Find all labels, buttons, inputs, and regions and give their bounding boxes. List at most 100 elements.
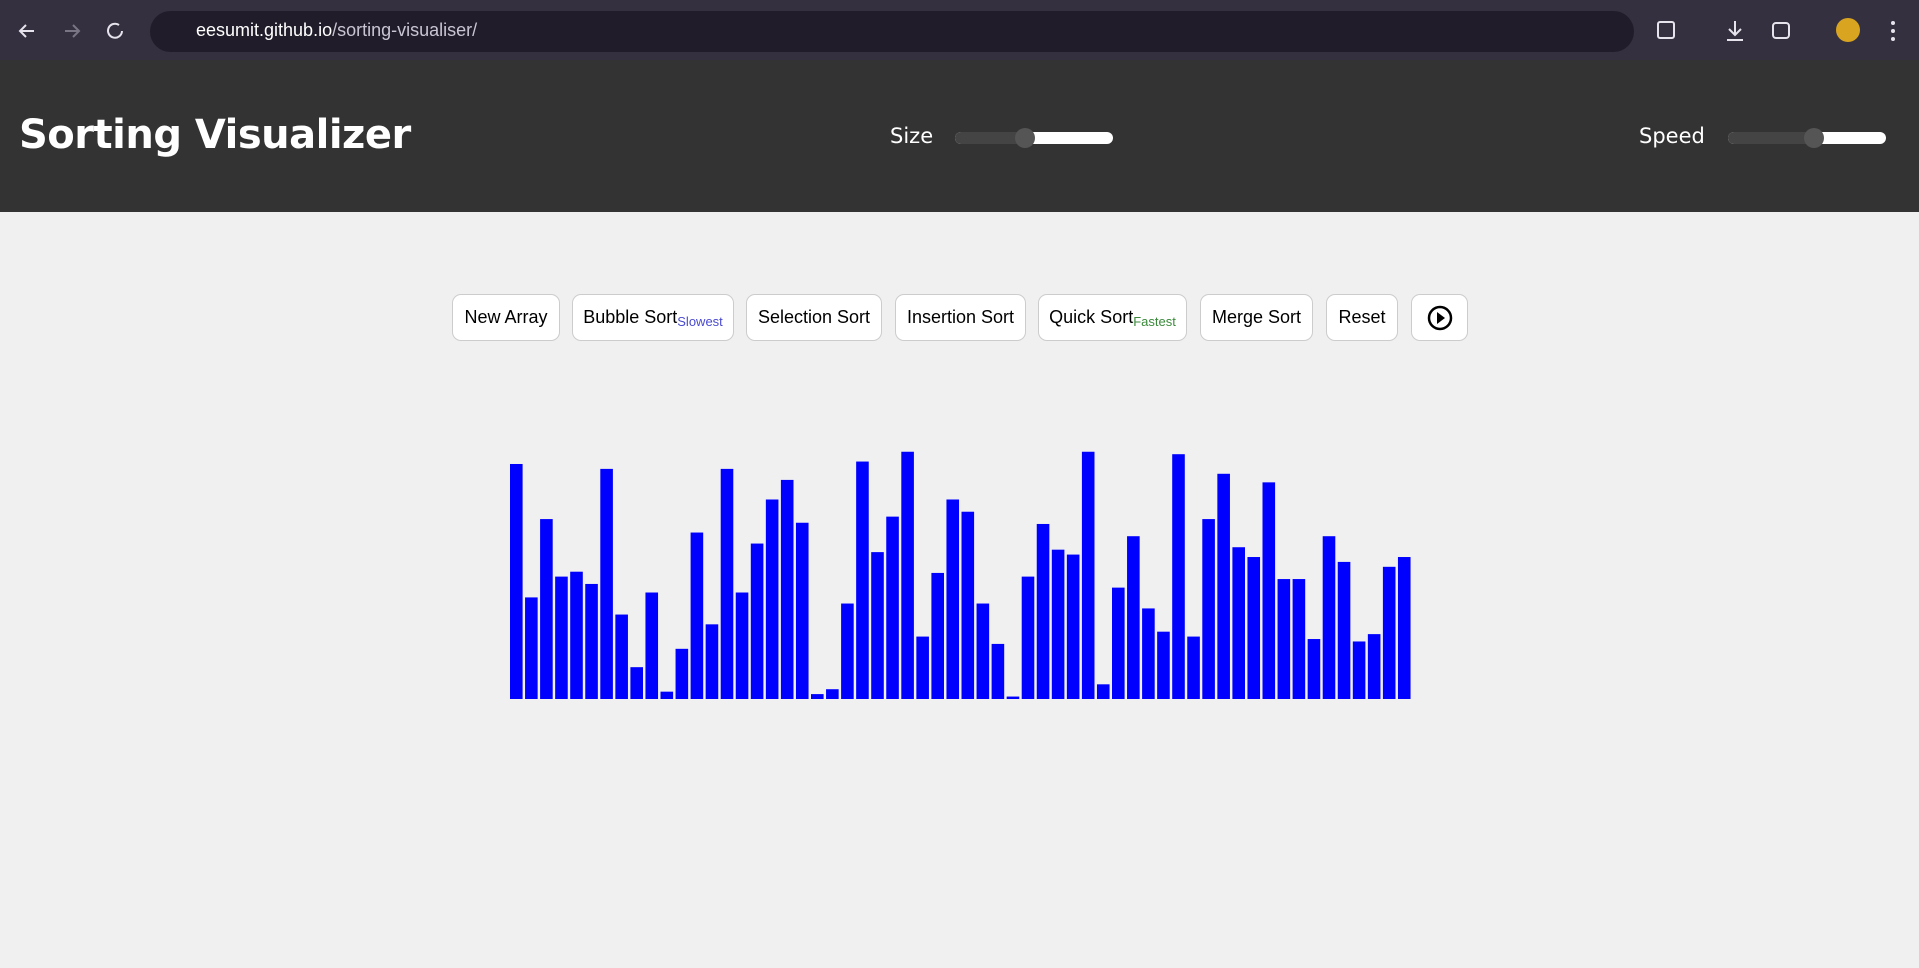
lens-button[interactable] bbox=[1772, 22, 1790, 39]
array-bar bbox=[660, 691, 674, 699]
button-label: Reset bbox=[1338, 307, 1386, 327]
array-bar bbox=[1307, 639, 1321, 699]
url-host: eesumit.github.io bbox=[196, 20, 333, 40]
button-label: Merge Sort bbox=[1211, 307, 1302, 327]
array-bar bbox=[901, 451, 914, 699]
url: eesumit.github.io/sorting-visualiser/ bbox=[196, 20, 477, 41]
array-bar bbox=[1247, 557, 1261, 699]
array-bar bbox=[570, 571, 583, 699]
array-bar bbox=[705, 624, 719, 699]
array-bar bbox=[780, 479, 794, 699]
button-label: Selection Sort bbox=[757, 307, 871, 327]
array-bar bbox=[720, 468, 734, 699]
play-icon bbox=[1427, 305, 1452, 330]
array-bar bbox=[916, 636, 929, 699]
array-bar bbox=[1051, 549, 1065, 699]
array-bar bbox=[585, 583, 598, 699]
array-bar bbox=[690, 532, 704, 699]
button[interactable]: Selection Sort bbox=[746, 294, 882, 341]
array-bar bbox=[1021, 576, 1035, 699]
array-bar bbox=[540, 519, 553, 699]
speed-slider[interactable] bbox=[1728, 128, 1886, 148]
array-bar bbox=[976, 603, 990, 699]
size-label: Size bbox=[890, 124, 934, 148]
array-bar bbox=[675, 648, 689, 699]
array-bar bbox=[1081, 451, 1095, 699]
array-bar bbox=[630, 667, 643, 699]
array-bar bbox=[1232, 547, 1245, 699]
array-bar bbox=[991, 643, 1005, 699]
download-button[interactable] bbox=[1727, 21, 1743, 41]
button-note: Fastest bbox=[1133, 314, 1176, 329]
array-bar bbox=[645, 592, 659, 699]
array-bar bbox=[615, 614, 628, 699]
menu-dot bbox=[1891, 37, 1895, 41]
forward-button bbox=[65, 24, 81, 38]
button-label: Insertion Sort bbox=[906, 307, 1015, 327]
array-bar bbox=[1277, 579, 1291, 699]
speed-label: Speed bbox=[1639, 124, 1705, 148]
array-bar bbox=[826, 689, 839, 699]
array-bar bbox=[525, 597, 538, 699]
array-bar bbox=[1066, 554, 1080, 699]
array-bar bbox=[1367, 634, 1381, 699]
array-bar bbox=[1262, 482, 1276, 699]
array-bar bbox=[1187, 636, 1200, 699]
button-label: New Array bbox=[464, 307, 548, 327]
array-bar bbox=[1292, 579, 1306, 699]
address-bar[interactable] bbox=[150, 11, 1634, 52]
button[interactable]: Quick Sort Fastest bbox=[1038, 294, 1187, 341]
extensions-button[interactable] bbox=[1657, 21, 1675, 39]
array-bar bbox=[946, 499, 960, 699]
array-bar bbox=[1217, 473, 1230, 699]
array-bar bbox=[931, 572, 944, 699]
array-bar bbox=[1127, 536, 1140, 699]
array-bar bbox=[961, 511, 975, 699]
array-bar bbox=[555, 576, 568, 699]
button-label: Bubble Sort bbox=[583, 307, 678, 327]
button[interactable]: Bubble Sort Slowest bbox=[572, 294, 734, 341]
url-path: /sorting-visualiser/ bbox=[332, 20, 478, 40]
array-bar bbox=[750, 543, 764, 699]
array-bar bbox=[1142, 608, 1155, 699]
array-bar bbox=[1112, 587, 1125, 699]
array-bar bbox=[1202, 519, 1215, 699]
button[interactable]: New Array bbox=[452, 294, 560, 341]
array-bar bbox=[811, 694, 824, 699]
array-bar bbox=[1382, 566, 1396, 699]
array-bar bbox=[856, 461, 869, 699]
play-button[interactable] bbox=[1411, 294, 1468, 341]
app-header: Sorting Visualizer Size Speed bbox=[0, 60, 1919, 212]
array-bar bbox=[1322, 536, 1336, 699]
array-bar bbox=[1172, 454, 1185, 699]
array-bar bbox=[1096, 684, 1110, 699]
array-bar bbox=[1006, 696, 1020, 699]
button-label: Quick Sort bbox=[1049, 307, 1134, 327]
menu-dot bbox=[1891, 29, 1895, 33]
array-bar bbox=[795, 522, 809, 699]
menu-button[interactable] bbox=[1891, 21, 1895, 25]
size-slider[interactable] bbox=[955, 128, 1113, 148]
back-button[interactable] bbox=[18, 24, 34, 38]
array-bar bbox=[1157, 631, 1170, 699]
array-bar bbox=[1337, 561, 1351, 699]
array-bar bbox=[765, 499, 779, 699]
button-note: Slowest bbox=[677, 314, 723, 329]
array-bar bbox=[1352, 641, 1366, 699]
array-bar bbox=[871, 552, 884, 699]
array-bar bbox=[1397, 557, 1411, 699]
array-bar bbox=[600, 468, 613, 699]
browser-toolbar: eesumit.github.io/sorting-visualiser/ bbox=[0, 0, 1919, 60]
button[interactable]: Insertion Sort bbox=[895, 294, 1026, 341]
array-bar bbox=[886, 516, 899, 699]
profile-avatar[interactable] bbox=[1836, 18, 1860, 42]
array-bar bbox=[510, 463, 523, 699]
app-title: Sorting Visualizer bbox=[19, 112, 411, 158]
array-bar bbox=[841, 603, 854, 699]
button[interactable]: Reset bbox=[1326, 294, 1398, 341]
reload-button[interactable] bbox=[107, 22, 123, 39]
button[interactable]: Merge Sort bbox=[1200, 294, 1313, 341]
array-bar bbox=[1036, 523, 1050, 699]
array-bar bbox=[735, 592, 749, 699]
